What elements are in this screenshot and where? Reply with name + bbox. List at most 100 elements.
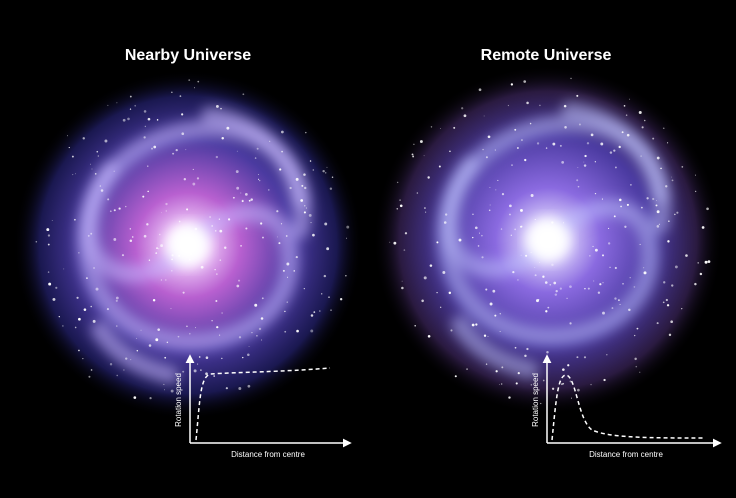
star [247,384,251,388]
star [520,254,522,256]
star [694,174,696,176]
star [251,331,253,334]
star [569,380,572,383]
star [115,296,119,300]
star [514,346,517,349]
star [125,205,127,208]
star [611,307,614,309]
star [668,220,670,223]
star [436,241,439,244]
star [628,308,631,312]
star [160,212,162,214]
star [614,297,617,300]
star [429,264,433,267]
star [303,173,306,176]
star [107,198,110,201]
star [576,179,579,182]
star [540,243,543,246]
star [134,104,137,107]
star [295,255,298,259]
star [189,333,191,335]
star [699,272,703,276]
star [284,330,287,333]
star [643,119,646,122]
star [281,150,283,153]
star [216,273,218,275]
star [577,185,580,188]
star [622,283,624,285]
star [74,218,76,221]
star [652,137,655,140]
star [523,80,527,83]
star [129,228,131,230]
star [665,298,668,302]
star [304,186,307,190]
star [175,148,178,152]
star [181,132,185,136]
star [242,356,244,359]
star [227,218,231,221]
star [171,91,173,93]
star [665,185,668,188]
star [67,135,68,137]
star [236,284,240,288]
star [666,304,670,307]
star [157,328,160,331]
star [602,282,604,284]
star [178,220,181,223]
star [563,222,564,224]
star [257,174,259,175]
star [223,246,227,249]
star [241,200,244,203]
star [458,238,462,242]
star [322,169,325,173]
star [509,213,511,216]
star [286,262,290,266]
star [295,177,299,181]
star [423,155,425,157]
star [412,155,415,158]
star [576,356,579,359]
star [165,202,168,206]
star [240,245,242,247]
star [152,298,156,302]
star [260,222,263,225]
star [594,161,596,163]
star [526,347,529,351]
star [629,98,631,100]
star [282,269,285,272]
star [530,251,532,253]
star [155,252,158,254]
star [427,334,431,338]
star [539,261,540,263]
star [326,247,330,251]
star [289,186,292,190]
star [324,222,328,226]
star [430,126,433,128]
star [219,229,223,233]
star [442,270,446,274]
star [113,238,117,241]
star [47,234,51,237]
star [561,161,565,164]
star [330,309,332,311]
star [608,227,610,230]
star [701,226,705,229]
star [478,88,482,92]
star [122,118,126,122]
star [46,228,50,232]
star [494,314,497,317]
star [300,199,304,202]
star [74,326,77,329]
star [549,240,551,242]
star [345,275,347,277]
star [401,280,403,282]
star [97,155,99,157]
star [140,329,142,331]
star [520,208,523,212]
star [658,223,660,225]
star [620,205,622,208]
star [478,232,480,234]
star [539,104,541,107]
star [594,248,598,252]
